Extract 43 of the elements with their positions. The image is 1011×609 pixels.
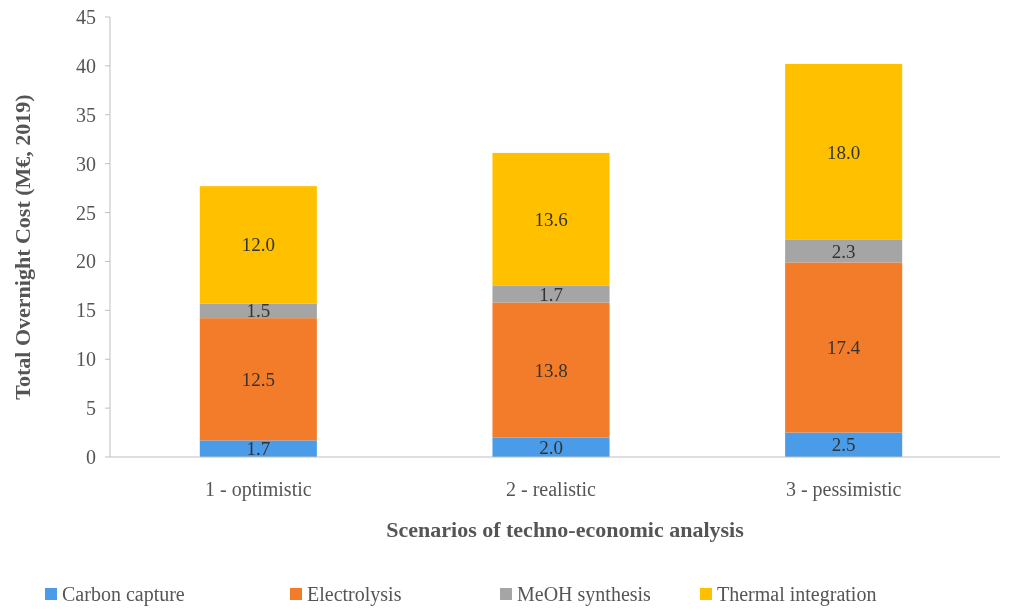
- data-label: 17.4: [827, 337, 861, 359]
- legend-label: Carbon capture: [62, 583, 185, 606]
- data-label: 13.6: [534, 209, 568, 231]
- y-tick-label: 35: [76, 103, 96, 126]
- y-tick-label: 10: [76, 348, 96, 371]
- bar: [492, 285, 610, 303]
- data-label: 2.0: [539, 436, 563, 458]
- data-label: 13.8: [534, 359, 568, 381]
- y-tick-label: 15: [76, 299, 96, 322]
- bar: [785, 239, 903, 263]
- y-tick-label: 0: [86, 446, 96, 468]
- x-tick-label: 3 - pessimistic: [785, 478, 902, 501]
- bar: [492, 152, 610, 286]
- data-label: 12.5: [241, 368, 275, 390]
- x-tick-label: 2 - realistic: [506, 478, 597, 500]
- data-label: 18.0: [827, 141, 861, 163]
- bar: [785, 432, 903, 457]
- x-axis-title: Scenarios of techno-economic analysis: [386, 517, 745, 542]
- x-tick-label: 1 - optimistic: [205, 478, 312, 501]
- bar: [785, 63, 903, 240]
- y-tick-label: 20: [76, 250, 96, 273]
- y-tick-label: 30: [76, 152, 96, 175]
- data-label: 2.3: [831, 240, 856, 262]
- y-tick-label: 25: [76, 201, 96, 224]
- bar: [492, 437, 610, 457]
- data-label: 1.7: [246, 438, 271, 460]
- y-tick-label: 5: [86, 397, 96, 420]
- bar: [199, 318, 317, 441]
- data-label: 1.5: [246, 300, 271, 322]
- bar: [199, 303, 317, 319]
- bar: [492, 302, 610, 438]
- legend-label: Electrolysis: [307, 583, 402, 606]
- legend-label: MeOH synthesis: [517, 583, 652, 606]
- legend-label: Thermal integration: [717, 583, 877, 606]
- data-label: 2.5: [831, 434, 856, 456]
- bar: [199, 186, 317, 304]
- y-axis-title: Total Overnight Cost (M€, 2019): [10, 94, 35, 400]
- y-tick-label: 40: [76, 54, 96, 77]
- data-label: 1.7: [539, 283, 563, 305]
- data-label: 12.0: [241, 234, 275, 256]
- bar: [199, 440, 317, 457]
- y-tick-label: 45: [76, 6, 96, 28]
- bar: [785, 262, 903, 433]
